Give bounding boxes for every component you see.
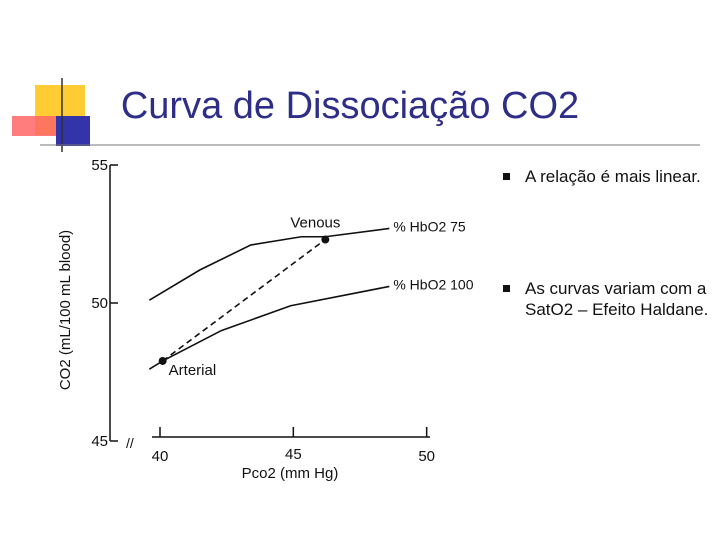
series-line [148,227,390,301]
bullet-text: As curvas variam com a SatO2 – Efeito Ha… [525,279,709,319]
y-tick-label: 50 [91,295,108,312]
series-line [148,285,390,370]
y-axis-label: CO2 (mL/100 mL blood) [57,230,74,390]
deco-blue [56,116,90,146]
bullet: As curvas variam com a SatO2 – Efeito Ha… [500,278,715,320]
point [158,356,167,365]
slide-title: Curva de Dissociação CO2 [121,85,579,127]
bullet-marker [503,285,510,292]
y-tick-label: 45 [91,433,108,450]
x-tick-label: 40 [152,448,169,465]
series-label: % HbO2 100 [393,276,473,292]
bullet-text: A relação é mais linear. [525,167,701,186]
point-label: Venous [290,215,340,232]
series-label: % HbO2 75 [393,218,466,234]
axis-break: // [126,435,134,451]
x-tick-label: 45 [285,446,302,463]
x-axis-label: Pco2 (mm Hg) [242,465,339,482]
point-label: Arterial [169,362,217,379]
dashed-path [162,238,326,362]
y-tick-label: 55 [91,157,108,174]
point [321,235,330,244]
bullet: A relação é mais linear. [500,166,715,187]
x-tick-label: 50 [418,448,435,465]
deco-red [12,116,56,136]
bullet-marker [503,173,510,180]
